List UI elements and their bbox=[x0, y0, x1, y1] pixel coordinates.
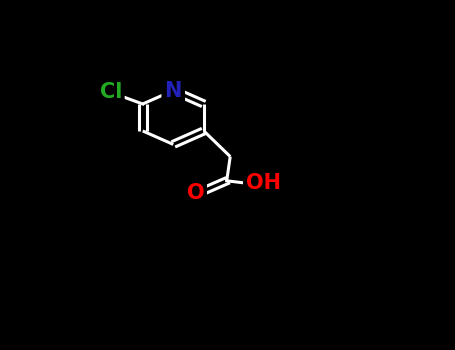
Text: OH: OH bbox=[246, 174, 281, 194]
Text: N: N bbox=[165, 80, 182, 100]
Text: O: O bbox=[187, 183, 204, 203]
Text: Cl: Cl bbox=[100, 82, 122, 102]
